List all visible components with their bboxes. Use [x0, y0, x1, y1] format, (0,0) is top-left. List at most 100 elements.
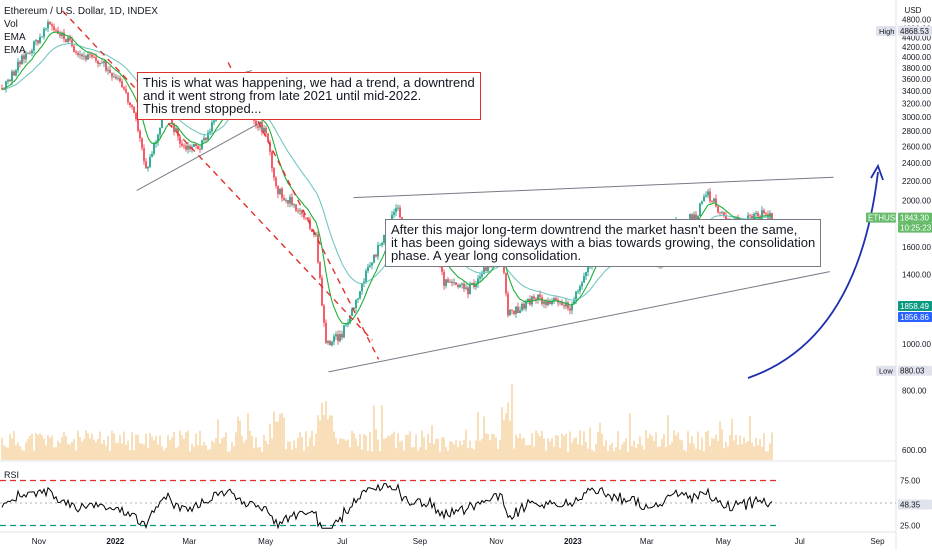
- candle-body: [561, 302, 563, 306]
- price-tag-2-bg: [898, 312, 932, 322]
- candle-body: [289, 197, 291, 204]
- volume-bar: [13, 431, 15, 460]
- volume-bar: [581, 445, 583, 460]
- candle-body: [313, 232, 315, 235]
- volume-bar: [309, 437, 311, 460]
- candle-body: [551, 301, 553, 305]
- candle-body: [113, 76, 115, 78]
- volume-bar: [551, 438, 553, 460]
- volume-bar: [315, 433, 317, 460]
- volume-bar: [555, 435, 557, 460]
- volume-bar: [677, 432, 679, 460]
- volume-bar: [767, 451, 769, 460]
- volume-bar: [351, 430, 353, 460]
- candle-body: [145, 161, 147, 169]
- volume-bar: [157, 444, 159, 460]
- candle-body: [21, 55, 23, 65]
- currency-label: USD: [905, 6, 922, 15]
- candle-body: [195, 143, 197, 147]
- volume-bar: [111, 430, 113, 460]
- last-price-bg: [898, 212, 932, 223]
- volume-bar: [477, 412, 479, 460]
- volume-bar: [341, 438, 343, 460]
- volume-bar: [625, 438, 627, 460]
- volume-bar: [203, 442, 205, 460]
- volume-bar: [503, 419, 505, 460]
- candle-body: [771, 213, 773, 222]
- y-tick-label: 4400.00: [902, 33, 931, 42]
- volume-bar: [253, 448, 255, 460]
- candle-body: [455, 282, 457, 285]
- annotation-downtrend[interactable]: This is what was happening, we had a tre…: [137, 72, 481, 120]
- candle-body: [137, 118, 139, 131]
- candle-body: [255, 120, 257, 126]
- volume-bar: [3, 445, 5, 460]
- candle-body: [355, 299, 357, 309]
- candle-body: [45, 28, 47, 30]
- candle-body: [143, 148, 145, 162]
- candle-body: [125, 89, 127, 93]
- chart-title: Ethereum / U.S. Dollar, 1D, INDEX: [4, 6, 158, 17]
- x-tick-label: May: [258, 537, 273, 546]
- volume-bar: [737, 444, 739, 460]
- volume-bar: [661, 438, 663, 460]
- volume-bar: [115, 442, 117, 460]
- volume-bar: [67, 444, 69, 460]
- volume-bar: [489, 440, 491, 460]
- volume-bar: [57, 440, 59, 460]
- volume-bar: [321, 402, 323, 460]
- volume-bar: [19, 446, 21, 460]
- volume-bar: [65, 436, 67, 460]
- candle-body: [263, 127, 265, 133]
- candle-body: [93, 57, 95, 58]
- volume-bar: [709, 445, 711, 460]
- volume-bar: [267, 444, 269, 460]
- volume-bar: [227, 451, 229, 460]
- x-tick-label: May: [716, 537, 731, 546]
- candle-body: [269, 142, 271, 152]
- candle-body: [173, 123, 175, 132]
- volume-bar: [463, 439, 465, 460]
- volume-bar: [487, 433, 489, 460]
- volume-bar: [361, 449, 363, 460]
- candle-body: [717, 206, 719, 213]
- candle-body: [443, 271, 445, 286]
- volume-bar: [269, 423, 271, 460]
- volume-bar: [647, 438, 649, 460]
- volume-bar: [355, 438, 357, 460]
- rsi-title: RSI: [4, 470, 19, 480]
- volume-bar: [713, 438, 715, 460]
- volume-bar: [347, 439, 349, 460]
- y-tick-label: 800.00: [902, 386, 927, 395]
- volume-bar: [171, 437, 173, 460]
- volume-bar: [81, 441, 83, 460]
- volume-bar: [109, 451, 111, 460]
- volume-bar: [485, 433, 487, 460]
- candle-body: [53, 26, 55, 30]
- annotation-consolidation[interactable]: After this major long-term downtrend the…: [385, 219, 822, 267]
- volume-bar: [209, 449, 211, 460]
- volume-bar: [155, 435, 157, 460]
- candle-body: [393, 212, 395, 215]
- candle-body: [461, 283, 463, 285]
- candle-body: [343, 325, 345, 338]
- volume-bar: [63, 431, 65, 460]
- candle-body: [383, 234, 385, 243]
- volume-bar: [465, 429, 467, 460]
- volume-bar: [33, 450, 35, 460]
- volume-bar: [715, 434, 717, 460]
- volume-bar: [491, 433, 493, 460]
- volume-bar: [549, 441, 551, 460]
- candle-body: [585, 272, 587, 277]
- candle-body: [349, 315, 351, 323]
- candle-body: [75, 51, 77, 53]
- volume-bar: [623, 441, 625, 460]
- high-label-bg: [876, 26, 896, 36]
- volume-bar: [381, 405, 383, 460]
- candle-body: [559, 302, 561, 304]
- volume-bar: [573, 438, 575, 460]
- candle-body: [13, 71, 15, 76]
- candle-body: [711, 201, 713, 202]
